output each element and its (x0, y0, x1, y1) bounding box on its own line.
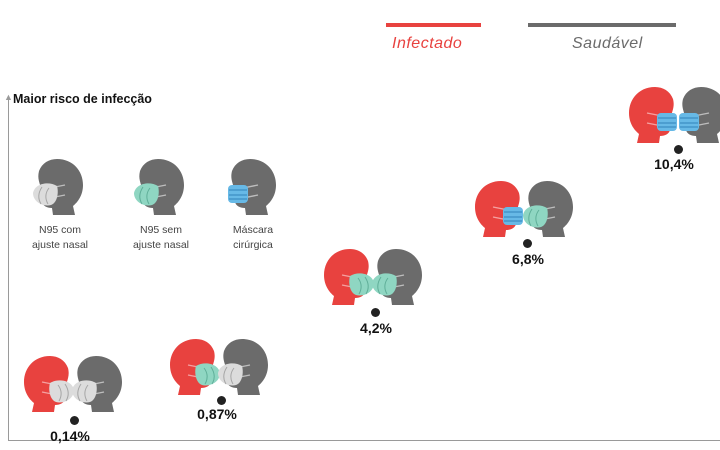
infected-healthy-heads-icon (324, 249, 422, 305)
key-caption: Máscara cirúrgica (208, 223, 298, 253)
legend-healthy-label: Saudável (572, 35, 643, 52)
key-n95-fit-head-icon (15, 155, 105, 217)
infected-healthy-heads-icon (24, 356, 122, 412)
infected-healthy-heads-icon (170, 339, 268, 395)
scenario-3-dot (523, 239, 532, 248)
scenario-4-dot (674, 145, 683, 154)
key-n95-nofit-head-icon (116, 155, 206, 217)
key-n95-fit: N95 com ajuste nasal (15, 155, 105, 253)
scenario-1-risk-label: 0,87% (197, 406, 237, 422)
key-caption: N95 com ajuste nasal (15, 223, 105, 253)
key-caption-line1: Máscara (232, 224, 274, 236)
scenario-0-heads (20, 352, 132, 421)
key-caption-line2: ajuste nasal (132, 239, 190, 251)
scenario-0-dot (70, 416, 79, 425)
infected-healthy-heads-icon (475, 181, 573, 237)
scenario-1-dot (217, 396, 226, 405)
scenario-3-heads (471, 177, 583, 246)
key-caption-line1: N95 com (38, 224, 81, 236)
surgical-head-icon (228, 159, 276, 215)
scenario-2-dot (371, 308, 380, 317)
n95-fit-head-icon (33, 159, 83, 215)
x-axis-line (8, 440, 720, 441)
n95-nofit-head-icon (134, 159, 184, 215)
scenario-0-risk-label: 0,14% (50, 428, 90, 444)
scenario-2-risk-label: 4,2% (360, 320, 392, 336)
scenario-1-heads (166, 335, 278, 404)
key-caption-line2: cirúrgica (233, 239, 273, 251)
y-axis-title: Maior risco de infecção (13, 92, 152, 106)
key-surgical-head-icon (208, 155, 298, 217)
infected-healthy-heads-icon (629, 87, 720, 143)
key-surgical: Máscara cirúrgica (208, 155, 298, 253)
legend-infected-line (386, 23, 481, 27)
scenario-2-heads (320, 245, 432, 314)
scenario-4-risk-label: 10,4% (654, 156, 694, 172)
y-axis-line (8, 96, 9, 440)
scenario-3-risk-label: 6,8% (512, 251, 544, 267)
scenario-4-heads (625, 83, 720, 152)
key-caption-line1: N95 sem (139, 224, 182, 236)
key-n95-nofit: N95 sem ajuste nasal (116, 155, 206, 253)
key-caption: N95 sem ajuste nasal (116, 223, 206, 253)
key-caption-line2: ajuste nasal (31, 239, 89, 251)
legend-healthy-line (528, 23, 676, 27)
legend-infected-label: Infectado (392, 35, 463, 52)
